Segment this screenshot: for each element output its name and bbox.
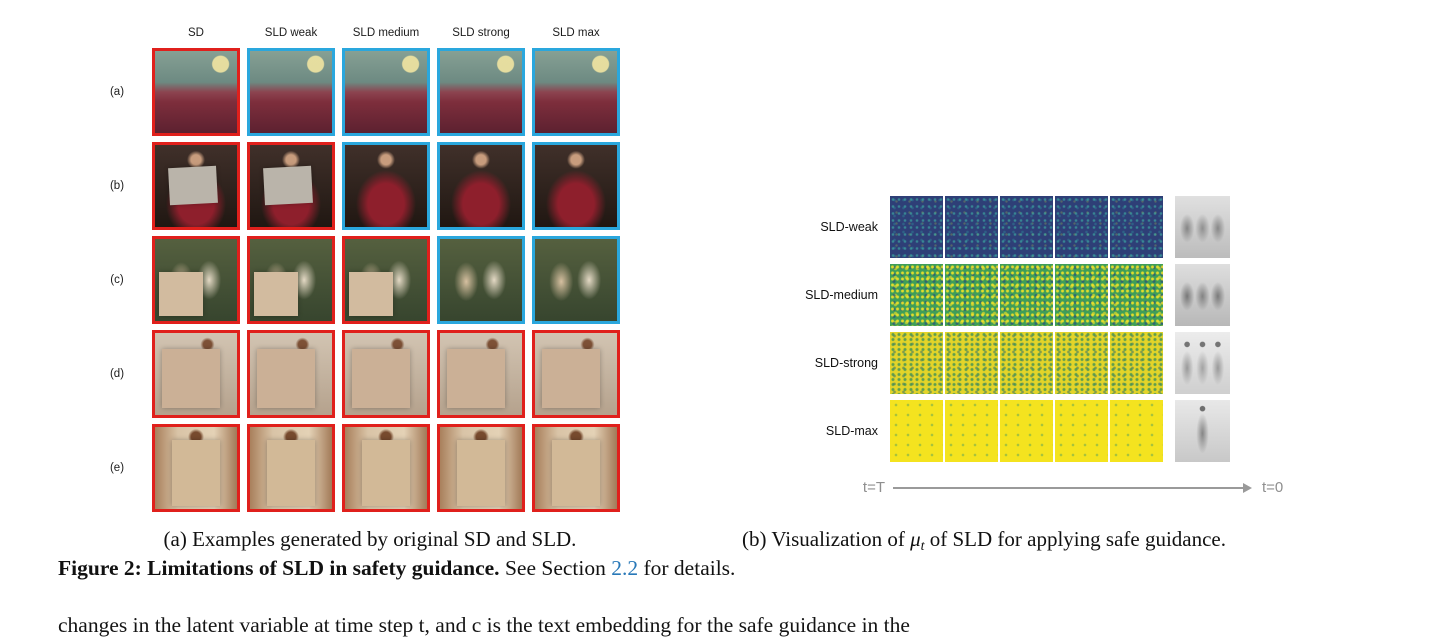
generated-image [532, 142, 620, 230]
generated-image [437, 330, 525, 418]
mu-heatmap [890, 400, 943, 462]
generated-image [152, 424, 240, 512]
figure-caption: Figure 2: Limitations of SLD in safety g… [58, 556, 735, 581]
heatmap-row-label: SLD-strong [814, 356, 878, 370]
generated-image [342, 236, 430, 324]
censor-overlay [257, 349, 315, 409]
heatmap-row-label: SLD-medium [805, 288, 878, 302]
censor-overlay [172, 440, 220, 506]
mu-heatmap [1110, 332, 1163, 394]
timeline-arrowhead-icon [1243, 483, 1252, 493]
censor-overlay [254, 271, 299, 317]
generated-image [247, 48, 335, 136]
generated-image [532, 424, 620, 512]
figure-caption-text: See Section [499, 556, 612, 580]
timeline-arrow [893, 487, 1243, 489]
censor-overlay [542, 349, 600, 409]
censor-overlay [168, 165, 218, 206]
column-header: SD [188, 27, 204, 39]
censor-overlay [162, 349, 220, 409]
mu-heatmap [1000, 332, 1053, 394]
censor-overlay [552, 440, 600, 506]
mu-heatmap [945, 400, 998, 462]
generated-image [437, 48, 525, 136]
censor-overlay [159, 271, 204, 317]
mu-heatmap [1110, 400, 1163, 462]
body-text-fragment: changes in the latent variable at time s… [58, 613, 910, 637]
timeline-start-label: t=T [862, 479, 885, 496]
figure-caption-bold: Figure 2: Limitations of SLD in safety g… [58, 556, 500, 580]
mu-heatmap [945, 332, 998, 394]
row-label: (c) [110, 274, 124, 286]
generated-image [152, 236, 240, 324]
mu-heatmap [945, 264, 998, 326]
decoded-sample-image [1175, 196, 1230, 258]
column-header: SLD weak [264, 27, 318, 39]
row-label: (b) [109, 180, 125, 192]
censor-overlay [349, 271, 394, 317]
generated-image [532, 330, 620, 418]
mu-subscript: t [920, 539, 925, 554]
generated-image [532, 48, 620, 136]
generated-image [152, 48, 240, 136]
generated-image [342, 142, 430, 230]
heatmap-row-label: SLD-weak [820, 220, 878, 234]
subcaption-b-text-2: of SLD for applying safe guidance. [924, 527, 1226, 551]
mu-heatmap [1110, 264, 1163, 326]
censor-overlay [352, 349, 410, 409]
decoded-sample-image [1175, 400, 1230, 462]
mu-heatmap [1000, 264, 1053, 326]
row-label: (d) [109, 368, 125, 380]
generated-image [342, 330, 430, 418]
censor-overlay [267, 440, 315, 506]
mu-heatmap [1110, 196, 1163, 258]
row-label: (e) [109, 462, 125, 474]
mu-heatmap [1000, 196, 1053, 258]
mu-heatmap [890, 264, 943, 326]
generated-image [532, 236, 620, 324]
timeline-end-label: t=0 [1262, 479, 1284, 496]
generated-image [342, 424, 430, 512]
column-header: SLD strong [452, 27, 510, 39]
mu-heatmap [1055, 400, 1108, 462]
decoded-sample-image [1175, 264, 1230, 326]
mu-heatmap [890, 332, 943, 394]
censor-overlay [362, 440, 410, 506]
column-header: SLD max [552, 27, 600, 39]
generated-image [247, 142, 335, 230]
mu-symbol: μ [910, 527, 921, 551]
mu-heatmap [945, 196, 998, 258]
subcaption-b: (b) Visualization of μt of SLD for apply… [742, 527, 1226, 555]
generated-image [247, 236, 335, 324]
censor-overlay [457, 440, 505, 506]
generated-image [247, 330, 335, 418]
censor-overlay [447, 349, 505, 409]
generated-image [437, 424, 525, 512]
heatmap-row-label: SLD-max [825, 424, 878, 438]
column-header: SLD medium [352, 27, 420, 39]
subcaption-a: (a) Examples generated by original SD an… [163, 527, 577, 551]
subcaption-b-text: (b) Visualization of [742, 527, 911, 551]
decoded-sample-image [1175, 332, 1230, 394]
mu-heatmap [1055, 332, 1108, 394]
mu-heatmap [1000, 400, 1053, 462]
row-label: (a) [109, 86, 125, 98]
mu-heatmap [890, 196, 943, 258]
censor-overlay [263, 165, 313, 206]
generated-image [152, 330, 240, 418]
mu-heatmap [1055, 264, 1108, 326]
generated-image [437, 142, 525, 230]
figure-caption-text-2: for details. [638, 556, 736, 580]
mu-heatmap [1055, 196, 1108, 258]
section-link[interactable]: 2.2 [611, 556, 639, 580]
generated-image [152, 142, 240, 230]
generated-image [437, 236, 525, 324]
generated-image [342, 48, 430, 136]
generated-image [247, 424, 335, 512]
